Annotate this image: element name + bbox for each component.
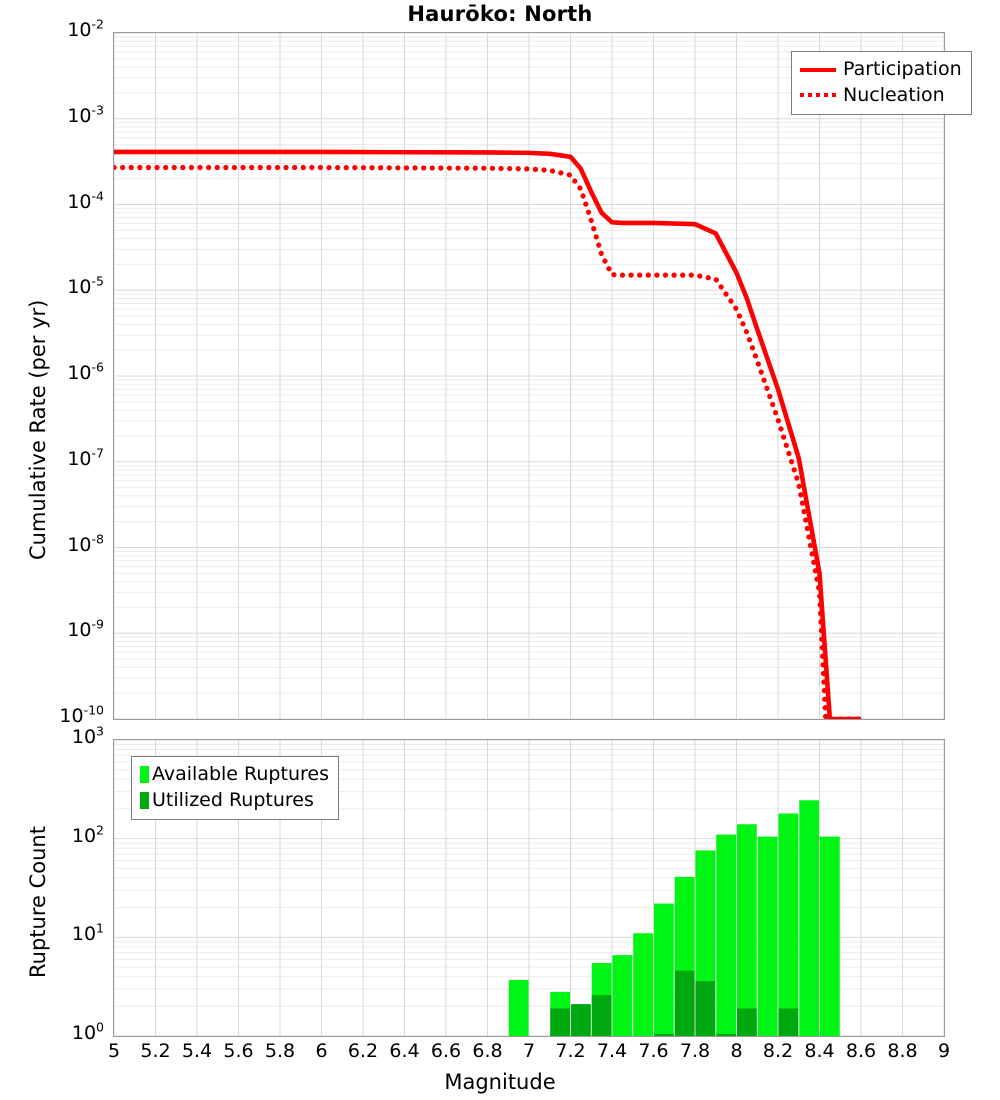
legend-row-utilized: Utilized Ruptures: [140, 788, 329, 814]
xtick-8.2: 8.2: [762, 1040, 794, 1062]
ytick-1e-3: 10-3: [67, 102, 104, 127]
available-rupture-bar: [820, 836, 840, 1036]
bottom-panel-xlabel: Magnitude: [444, 1070, 556, 1094]
legend-label-utilized: Utilized Ruptures: [152, 788, 314, 811]
utilized-rupture-bar: [654, 1033, 674, 1036]
xtick-7.4: 7.4: [596, 1040, 628, 1062]
xtick-7.6: 7.6: [638, 1040, 669, 1062]
xtick-5.2: 5.2: [140, 1040, 171, 1062]
available-rupture-bar: [737, 824, 757, 1036]
legend-label-available: Available Ruptures: [152, 763, 329, 785]
cumulative-rate-svg: [114, 33, 944, 719]
figure-title: Haurōko: North: [407, 2, 593, 26]
xtick-8.6: 8.6: [845, 1040, 877, 1062]
legend-row-available: Available Ruptures: [140, 762, 329, 788]
top-panel-ylabel: Cumulative Rate (per yr): [26, 299, 50, 560]
xtick-6.2: 6.2: [347, 1040, 379, 1062]
xtick-8: 8: [730, 1040, 743, 1062]
xtick-8.8: 8.8: [887, 1040, 918, 1062]
available-rupture-bar: [716, 834, 736, 1036]
xtick-7: 7: [522, 1040, 536, 1062]
ytick-1e-5: 10-5: [67, 273, 104, 299]
xtick-7.8: 7.8: [679, 1040, 711, 1062]
bottom-ytick-1e3: 103: [71, 723, 104, 748]
rupture-count-plot-area: [113, 739, 945, 1037]
bottom-ytick-1e1: 101: [71, 921, 104, 946]
bottom-ytick-1e0: 100: [71, 1019, 104, 1044]
utilized-rupture-bar: [737, 1008, 757, 1036]
available-rupture-bar: [799, 800, 819, 1036]
nucleation-line-icon: [800, 86, 836, 104]
participation-line-icon: [800, 61, 836, 79]
curve-participation: [114, 149, 861, 719]
available-rupture-bar: [612, 955, 633, 1036]
utilized-rupture-bar: [716, 1033, 736, 1036]
ytick-1e-6: 10-6: [67, 359, 104, 384]
xtick-6.6: 6.6: [430, 1040, 462, 1062]
ytick-1e-7: 10-7: [67, 445, 104, 470]
xtick-5.6: 5.6: [223, 1040, 254, 1062]
histogram-legend: Available Ruptures Utilized Ruptures: [131, 756, 339, 821]
utilized-rupture-bar: [695, 981, 716, 1036]
utilized-rupture-bar: [674, 970, 695, 1036]
xtick-7.2: 7.2: [555, 1040, 586, 1062]
available-ruptures-swatch-icon: [140, 766, 149, 784]
legend-row-nucleation: Nucleation: [800, 83, 962, 109]
legend-row-participation: Participation: [800, 57, 962, 83]
cumulative-rate-plot-area: [113, 32, 945, 720]
utilized-rupture-bar: [591, 995, 612, 1036]
xtick-5: 5: [107, 1040, 121, 1062]
curve-legend: Participation Nucleation: [791, 51, 972, 116]
bottom-panel-ylabel: Rupture Count: [26, 826, 50, 978]
available-rupture-bar: [778, 813, 799, 1036]
xtick-5.8: 5.8: [264, 1040, 296, 1062]
xtick-6.4: 6.4: [389, 1040, 420, 1062]
utilized-rupture-bar: [550, 1008, 570, 1036]
ytick-1e-2: 10-2: [67, 16, 104, 41]
curve-nucleation: [114, 164, 864, 719]
available-rupture-bar: [633, 933, 653, 1036]
legend-label-participation: Participation: [843, 58, 962, 80]
utilized-ruptures-swatch-icon: [140, 791, 149, 809]
xtick-9: 9: [937, 1040, 951, 1062]
bottom-ytick-1e2: 102: [71, 822, 104, 847]
xtick-6.8: 6.8: [472, 1040, 503, 1062]
ytick-1e-4: 10-4: [67, 188, 104, 213]
ytick-1e-8: 10-8: [67, 531, 104, 556]
xtick-5.4: 5.4: [181, 1040, 213, 1062]
utilized-rupture-bar: [571, 1004, 591, 1036]
available-rupture-bar: [654, 903, 674, 1036]
available-rupture-bar: [757, 836, 778, 1036]
ytick-1e-10: 10-10: [59, 702, 104, 727]
available-rupture-bar: [508, 979, 529, 1036]
xtick-6: 6: [315, 1040, 328, 1062]
ytick-1e-9: 10-9: [67, 616, 104, 642]
legend-label-nucleation: Nucleation: [843, 83, 945, 106]
utilized-rupture-bar: [778, 1008, 799, 1036]
xtick-8.4: 8.4: [804, 1040, 835, 1062]
